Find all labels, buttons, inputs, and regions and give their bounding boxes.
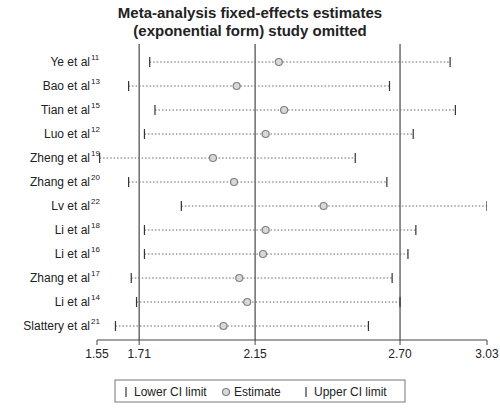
- study-label: Zheng et al: [30, 151, 90, 165]
- ci-line: [115, 326, 368, 327]
- ci-limit: [131, 273, 132, 283]
- ci-limit: [128, 177, 129, 187]
- reference-number: 11: [91, 53, 100, 62]
- estimate: [220, 323, 227, 330]
- ci-limit: [144, 129, 145, 139]
- ci-limit: [181, 201, 182, 211]
- estimate: [262, 227, 269, 234]
- x-tick: [255, 340, 256, 345]
- ci-limit: [355, 153, 356, 163]
- ci-limit: [149, 57, 150, 67]
- ci-line: [131, 278, 392, 279]
- reference-number: 21: [91, 317, 100, 326]
- estimate: [231, 179, 238, 186]
- ci-line: [129, 182, 387, 183]
- legend-label: Upper CI limit: [314, 385, 387, 399]
- ci-limit: [115, 321, 116, 331]
- ci-line: [144, 230, 415, 231]
- ci-limit: [392, 273, 393, 283]
- ci-limit: [144, 249, 145, 259]
- x-tick-label: 1.71: [127, 347, 151, 361]
- ci-limit: [389, 81, 390, 91]
- study-label: Zhang et al: [30, 175, 90, 189]
- estimate: [275, 59, 282, 66]
- ci-limit: [486, 201, 487, 211]
- ci-limit: [368, 321, 369, 331]
- ci-limit: [144, 225, 145, 235]
- ci-limit: [413, 129, 414, 139]
- reference-number: 16: [91, 245, 100, 254]
- legend: Lower CI limit Estimate Upper CI limit: [115, 380, 405, 402]
- estimate: [233, 83, 240, 90]
- ci-limit: [455, 105, 456, 115]
- ci-limit: [386, 177, 387, 187]
- study-label: Zhang et al: [30, 271, 90, 285]
- ci-limit: [450, 57, 451, 67]
- reference-number: 19: [91, 149, 100, 158]
- legend-symbol: [125, 387, 126, 397]
- estimate: [244, 299, 251, 306]
- x-tick: [97, 340, 98, 345]
- study-label: Ye et al: [50, 55, 90, 69]
- ci-limit: [154, 105, 155, 115]
- legend-label: Estimate: [234, 385, 281, 399]
- title: (exponential form) study omitted: [133, 22, 366, 39]
- x-tick-label: 2.70: [388, 347, 412, 361]
- study-label: Bao et al: [43, 79, 90, 93]
- ci-line: [100, 158, 356, 159]
- ci-limit: [407, 249, 408, 259]
- study-label: Li et al: [55, 295, 90, 309]
- estimate: [236, 275, 243, 282]
- x-tick: [400, 340, 401, 345]
- study-label: Tian et al: [41, 103, 90, 117]
- legend-label: Lower CI limit: [134, 385, 207, 399]
- reference-number: 13: [91, 77, 100, 86]
- ci-line: [129, 86, 390, 87]
- ci-limit: [136, 297, 137, 307]
- ci-limit: [415, 225, 416, 235]
- legend-symbol: [305, 387, 306, 397]
- marks: [100, 57, 487, 331]
- x-tick-label: 2.15: [243, 347, 267, 361]
- x-tick-label: 1.55: [85, 347, 109, 361]
- estimate: [209, 155, 216, 162]
- study-label: Li et al: [55, 247, 90, 261]
- study-label: Li et al: [55, 223, 90, 237]
- study-label: Slattery et al: [23, 319, 90, 333]
- estimate: [262, 131, 269, 138]
- reference-number: 18: [91, 221, 100, 230]
- reference-line: [139, 44, 140, 340]
- x-tick: [487, 340, 488, 345]
- legend-symbol: [223, 389, 230, 396]
- estimate: [320, 203, 327, 210]
- x-tick-label: 3.03: [475, 347, 499, 361]
- reference-number: 14: [91, 293, 100, 302]
- estimate: [260, 251, 267, 258]
- ci-line: [181, 206, 487, 207]
- title: Meta-analysis fixed-effects estimates: [118, 4, 382, 21]
- estimate: [281, 107, 288, 114]
- study-label: Lv et al: [51, 199, 90, 213]
- reference-line: [254, 44, 255, 340]
- ci-line: [144, 254, 408, 255]
- x-tick: [139, 340, 140, 345]
- study-label: Luo et al: [44, 127, 90, 141]
- reference-number: 15: [91, 101, 100, 110]
- reference-number: 20: [91, 173, 100, 182]
- ci-line: [150, 62, 450, 63]
- reference-number: 22: [91, 197, 100, 206]
- ci-line: [155, 110, 455, 111]
- reference-number: 12: [91, 125, 100, 134]
- ci-limit: [128, 81, 129, 91]
- ci-line: [144, 134, 413, 135]
- chart: Meta-analysis fixed-effects estimates(ex…: [0, 0, 500, 410]
- reference-line: [399, 44, 400, 340]
- ci-line: [137, 302, 401, 303]
- legend-box: [115, 380, 405, 402]
- x-axis: [97, 340, 487, 341]
- reference-number: 17: [91, 269, 100, 278]
- ci-limit: [399, 297, 400, 307]
